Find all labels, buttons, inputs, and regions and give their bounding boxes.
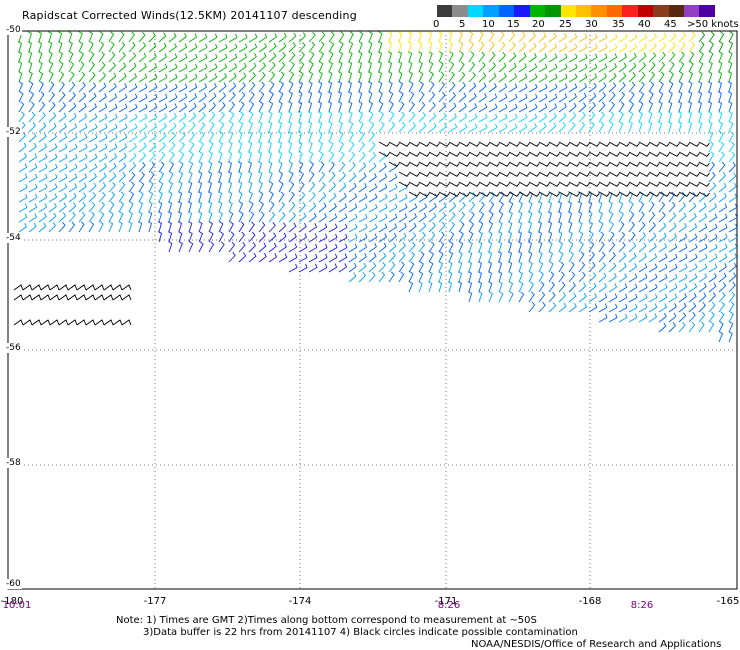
colorbar-label: 15 [507, 19, 520, 30]
lon-label: -180 [0, 596, 24, 607]
colorbar-label: 5 [459, 19, 466, 30]
wind-speed-colorbar [437, 5, 715, 17]
time-label: 10:01 [2, 600, 32, 611]
wind-barb-group [387, 31, 696, 53]
colorbar-label: 40 [638, 19, 651, 30]
colorbar-segment [699, 5, 715, 17]
lat-label: -56 [5, 343, 22, 353]
colorbar-segment [560, 5, 576, 17]
wind-map-plot [7, 30, 738, 590]
colorbar-label: 30 [585, 19, 598, 30]
wind-barbs [13, 31, 738, 343]
wind-map: -50 -52 -54 -56 -58 -60 [5, 25, 738, 590]
colorbar-segment [514, 5, 530, 17]
colorbar-segment [637, 5, 654, 17]
time-label: 8:26 [437, 600, 461, 611]
colorbar-segment [591, 5, 607, 17]
colorbar-segment [545, 5, 561, 17]
wind-barb-group [458, 31, 608, 53]
colorbar-segment [622, 5, 638, 17]
time-label: 8:26 [630, 600, 654, 611]
wind-barb-group [13, 141, 710, 326]
lon-label: -171 [434, 596, 458, 607]
colorbar-label: 20 [532, 19, 545, 30]
map-frame [7, 30, 738, 590]
wind-barb-group [18, 111, 738, 333]
colorbar-segment [653, 5, 669, 17]
colorbar-label: 35 [612, 19, 625, 30]
note-line-1: Note: 1) Times are GMT 2)Times along bot… [116, 615, 537, 626]
lat-label: -52 [5, 127, 22, 137]
lon-label: -165 [716, 596, 740, 607]
colorbar-segment [529, 5, 546, 17]
lon-label: -168 [578, 596, 602, 607]
lat-label: -60 [5, 579, 22, 589]
colorbar-segment [483, 5, 499, 17]
colorbar-segment [668, 5, 684, 17]
colorbar-segment [575, 5, 592, 17]
note-line-2: 3)Data buffer is 22 hrs from 20141107 4)… [143, 627, 578, 638]
colorbar-label: >50 knots [687, 19, 739, 30]
colorbar-segment [437, 5, 453, 17]
colorbar-segment [467, 5, 484, 17]
lon-label: -174 [288, 596, 312, 607]
colorbar-label: 0 [433, 19, 440, 30]
colorbar-labels: 0 5 10 15 20 25 30 35 40 45 >50 knots [432, 19, 739, 31]
colorbar-segment [452, 5, 468, 17]
colorbar-segment [498, 5, 515, 17]
wind-barb-group [157, 221, 348, 273]
lat-label: -50 [5, 25, 22, 35]
wind-barb-group [698, 31, 734, 53]
wind-barb-group [18, 81, 738, 343]
colorbar-segment [684, 5, 700, 17]
lon-label: -177 [143, 596, 167, 607]
lat-label: -58 [5, 458, 22, 468]
colorbar-label: 10 [482, 19, 495, 30]
lat-label: -54 [5, 233, 22, 243]
colorbar-label: 25 [559, 19, 572, 30]
colorbar-label: 45 [664, 19, 677, 30]
colorbar-segment [606, 5, 623, 17]
credit-line: NOAA/NESDIS/Office of Research and Appli… [471, 639, 722, 650]
page-title: Rapidscat Corrected Winds(12.5KM) 201411… [22, 9, 357, 22]
wind-barb-group [128, 111, 736, 163]
